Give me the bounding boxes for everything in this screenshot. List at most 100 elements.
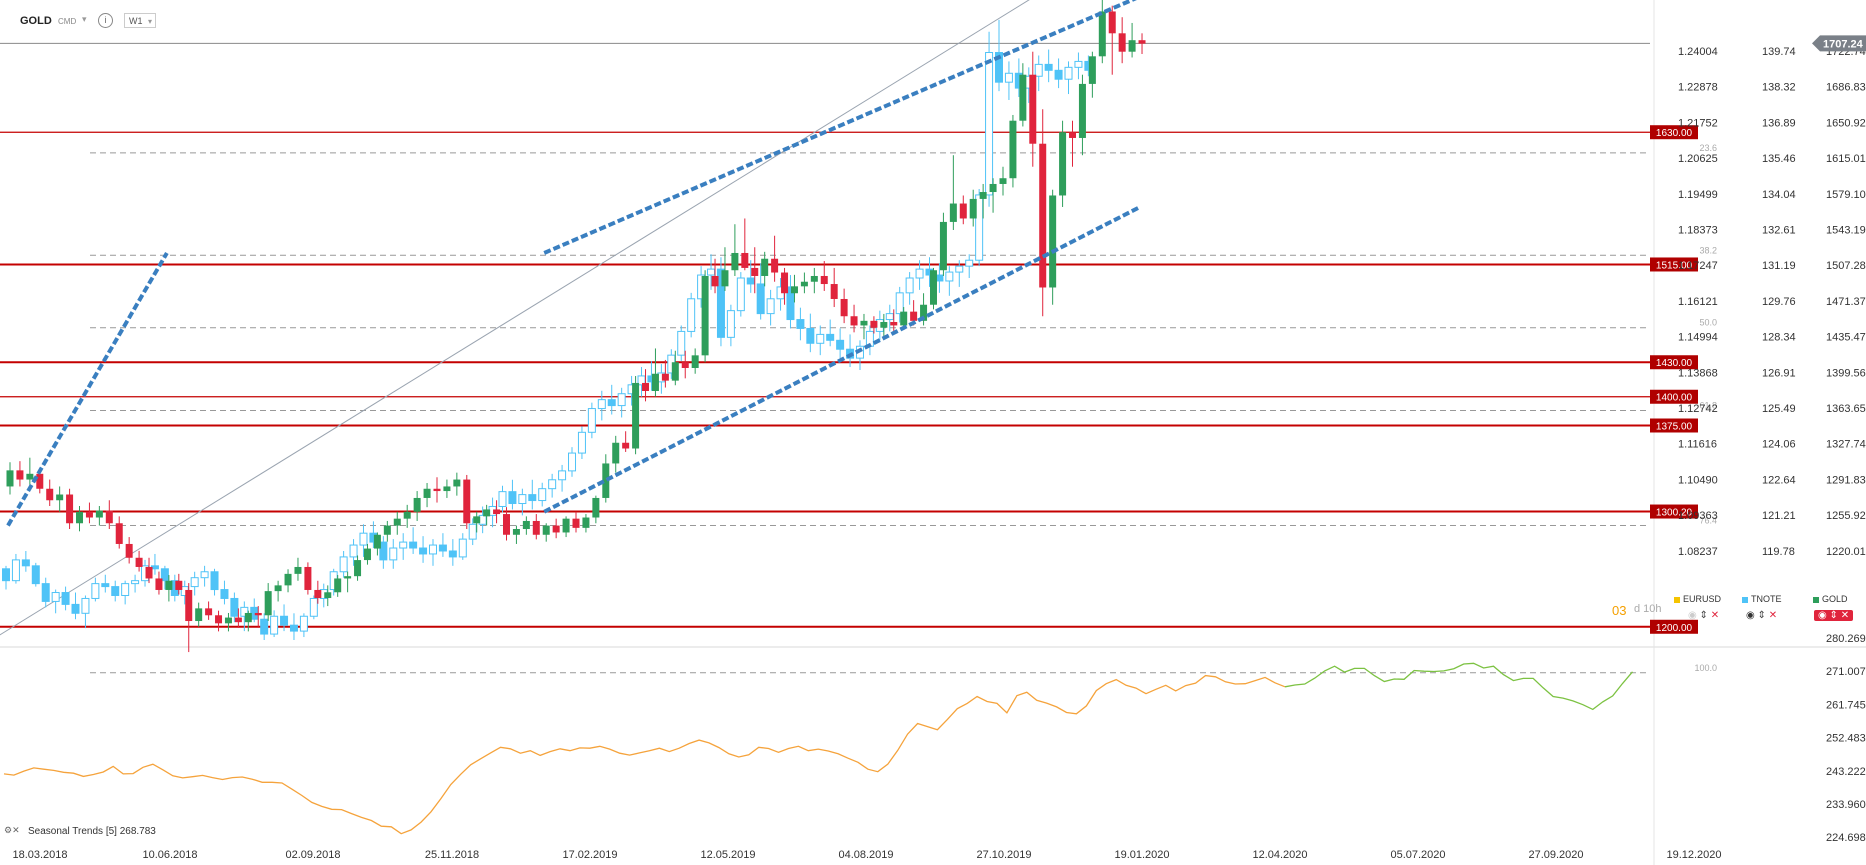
- tnote-candle[interactable]: [399, 541, 408, 549]
- tnote-candle[interactable]: [289, 624, 298, 632]
- tnote-candle[interactable]: [726, 310, 735, 338]
- tnote-candle[interactable]: [677, 330, 686, 356]
- gold-candle[interactable]: [1069, 132, 1077, 138]
- gold-candle[interactable]: [85, 511, 93, 518]
- gold-candle[interactable]: [76, 511, 84, 524]
- gold-candle[interactable]: [105, 510, 113, 524]
- tnote-candle[interactable]: [41, 583, 50, 602]
- gold-candle[interactable]: [16, 470, 24, 480]
- gold-candle[interactable]: [453, 479, 461, 487]
- tnote-candle[interactable]: [438, 544, 447, 552]
- gold-candle[interactable]: [721, 270, 729, 287]
- symbol-label[interactable]: GOLD: [20, 15, 52, 27]
- tnote-candle[interactable]: [607, 399, 616, 407]
- tnote-candle[interactable]: [81, 597, 90, 614]
- gold-candle[interactable]: [810, 275, 818, 282]
- gold-candle[interactable]: [344, 576, 352, 579]
- gold-candle[interactable]: [224, 617, 232, 624]
- tnote-candle[interactable]: [339, 556, 348, 573]
- gold-candle[interactable]: [840, 298, 848, 317]
- gold-candle[interactable]: [642, 382, 650, 391]
- channel-line[interactable]: [543, 0, 1140, 255]
- gold-candle[interactable]: [612, 442, 620, 464]
- reorder-icon[interactable]: ⇕: [1699, 610, 1708, 621]
- gold-candle[interactable]: [234, 617, 242, 623]
- gold-candle[interactable]: [830, 284, 838, 299]
- gold-candle[interactable]: [314, 589, 322, 599]
- gold-candle[interactable]: [900, 311, 908, 326]
- gold-candle[interactable]: [244, 612, 252, 623]
- tnote-candle[interactable]: [379, 541, 388, 561]
- gold-candle[interactable]: [1078, 83, 1086, 138]
- gold-candle[interactable]: [989, 183, 997, 193]
- tnote-candle[interactable]: [2, 568, 10, 582]
- info-icon[interactable]: i: [98, 13, 113, 28]
- tnote-candle[interactable]: [955, 265, 964, 273]
- gold-candle[interactable]: [413, 497, 421, 512]
- tnote-candle[interactable]: [548, 479, 557, 490]
- timeframe-select[interactable]: W1 ▾: [124, 13, 156, 28]
- tnote-candle[interactable]: [985, 52, 994, 196]
- tnote-candle[interactable]: [230, 597, 239, 617]
- gold-candle[interactable]: [145, 566, 153, 579]
- tnote-candle[interactable]: [617, 393, 626, 407]
- tnote-candle[interactable]: [458, 538, 467, 558]
- gold-candle[interactable]: [294, 566, 302, 574]
- tnote-candle[interactable]: [299, 615, 308, 632]
- tnote-candle[interactable]: [687, 298, 696, 332]
- tnote-candle[interactable]: [101, 583, 110, 588]
- gold-candle[interactable]: [701, 275, 709, 356]
- tnote-candle[interactable]: [1054, 69, 1063, 80]
- tnote-candle[interactable]: [359, 532, 368, 546]
- tnote-candle[interactable]: [796, 319, 805, 329]
- gold-candle[interactable]: [671, 362, 679, 381]
- gold-candle[interactable]: [403, 511, 411, 519]
- tnote-candle[interactable]: [448, 550, 457, 558]
- gold-candle[interactable]: [443, 486, 451, 492]
- gold-candle[interactable]: [781, 272, 789, 294]
- tnote-candle[interactable]: [498, 491, 507, 507]
- trend-line[interactable]: [0, 0, 1031, 673]
- tnote-candle[interactable]: [419, 547, 428, 555]
- gold-candle[interactable]: [1118, 33, 1126, 52]
- gold-candle[interactable]: [135, 557, 143, 567]
- gold-candle[interactable]: [761, 258, 769, 276]
- gold-candle[interactable]: [860, 320, 868, 326]
- tnote-candle[interactable]: [160, 568, 169, 582]
- tnote-candle[interactable]: [558, 470, 567, 481]
- gold-candle[interactable]: [1059, 132, 1067, 196]
- gold-candle[interactable]: [920, 304, 928, 321]
- gold-candle[interactable]: [602, 463, 610, 498]
- chevron-down-icon[interactable]: ▾: [82, 14, 87, 24]
- gold-candle[interactable]: [26, 473, 34, 480]
- gold-candle[interactable]: [890, 321, 898, 326]
- gold-candle[interactable]: [373, 534, 381, 549]
- gold-candle[interactable]: [999, 178, 1007, 184]
- tnote-candle[interactable]: [995, 52, 1003, 83]
- gold-candle[interactable]: [1029, 74, 1037, 144]
- tnote-candle[interactable]: [786, 286, 795, 321]
- eye-icon[interactable]: ◉: [1818, 610, 1827, 621]
- gold-candle[interactable]: [1049, 195, 1057, 288]
- gold-candle[interactable]: [880, 321, 888, 328]
- gold-candle[interactable]: [195, 608, 203, 622]
- gold-candle[interactable]: [870, 320, 878, 328]
- tnote-candle[interactable]: [61, 592, 70, 605]
- gold-candle[interactable]: [155, 578, 163, 590]
- tnote-candle[interactable]: [836, 339, 845, 350]
- tnote-candle[interactable]: [200, 571, 209, 579]
- close-icon[interactable]: ✕: [12, 825, 20, 835]
- gold-candle[interactable]: [185, 589, 193, 622]
- tnote-candle[interactable]: [826, 333, 835, 341]
- channel-line[interactable]: [6, 251, 169, 527]
- gold-candle[interactable]: [46, 488, 54, 501]
- gold-candle[interactable]: [661, 373, 669, 381]
- tnote-candle[interactable]: [915, 268, 924, 279]
- gold-candle[interactable]: [493, 509, 501, 515]
- gold-candle[interactable]: [741, 252, 749, 268]
- gold-candle[interactable]: [632, 382, 640, 449]
- tnote-candle[interactable]: [508, 491, 517, 505]
- tnote-candle[interactable]: [131, 580, 140, 585]
- gold-candle[interactable]: [6, 470, 14, 487]
- gold-candle[interactable]: [929, 270, 937, 305]
